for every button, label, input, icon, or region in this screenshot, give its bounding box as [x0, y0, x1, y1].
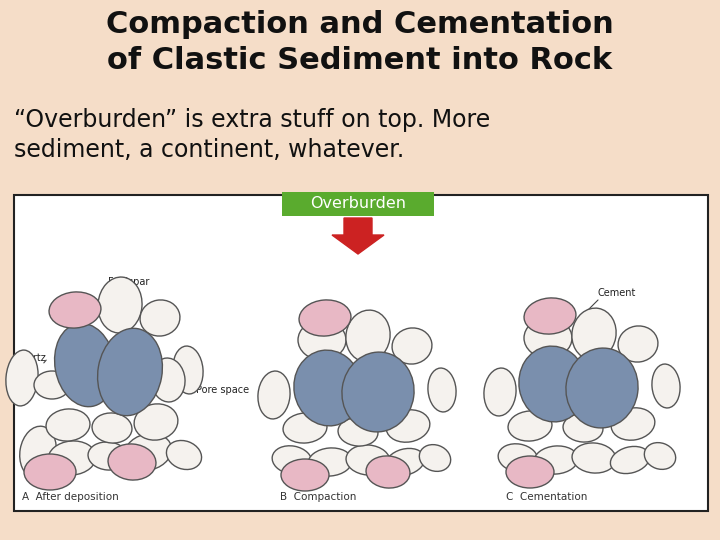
- Ellipse shape: [392, 328, 432, 364]
- Ellipse shape: [566, 348, 638, 428]
- Ellipse shape: [294, 350, 362, 426]
- Ellipse shape: [508, 411, 552, 441]
- Ellipse shape: [498, 444, 538, 472]
- Text: Quartz: Quartz: [14, 353, 47, 363]
- Ellipse shape: [98, 277, 142, 333]
- Ellipse shape: [19, 426, 56, 478]
- Ellipse shape: [24, 454, 76, 490]
- Ellipse shape: [108, 444, 156, 480]
- Ellipse shape: [125, 434, 171, 470]
- Text: Cement: Cement: [598, 288, 636, 298]
- Ellipse shape: [134, 404, 178, 440]
- Ellipse shape: [46, 409, 90, 441]
- Ellipse shape: [298, 320, 346, 360]
- Ellipse shape: [611, 408, 655, 440]
- Ellipse shape: [299, 300, 351, 336]
- Ellipse shape: [644, 443, 675, 469]
- Ellipse shape: [519, 346, 587, 422]
- Ellipse shape: [572, 308, 616, 360]
- Text: “Overburden” is extra stuff on top. More
sediment, a continent, whatever.: “Overburden” is extra stuff on top. More…: [14, 108, 490, 161]
- Ellipse shape: [572, 443, 616, 473]
- Ellipse shape: [6, 350, 38, 406]
- Text: Overburden: Overburden: [310, 197, 406, 212]
- Ellipse shape: [49, 292, 101, 328]
- Bar: [14, 195, 708, 511]
- Ellipse shape: [342, 352, 414, 432]
- Ellipse shape: [563, 414, 603, 442]
- Ellipse shape: [272, 446, 312, 474]
- Text: A  After deposition: A After deposition: [22, 492, 119, 502]
- Text: Feldspar: Feldspar: [108, 277, 149, 287]
- Ellipse shape: [386, 410, 430, 442]
- Ellipse shape: [385, 448, 425, 476]
- Ellipse shape: [611, 447, 649, 474]
- Ellipse shape: [419, 444, 451, 471]
- Ellipse shape: [346, 310, 390, 362]
- Text: C  Cementation: C Cementation: [506, 492, 588, 502]
- Text: Pore space: Pore space: [196, 385, 249, 395]
- Text: Compaction and Cementation
of Clastic Sediment into Rock: Compaction and Cementation of Clastic Se…: [106, 10, 614, 75]
- Ellipse shape: [140, 300, 180, 336]
- Ellipse shape: [524, 318, 572, 358]
- Ellipse shape: [484, 368, 516, 416]
- Ellipse shape: [308, 448, 352, 476]
- Polygon shape: [332, 218, 384, 254]
- Ellipse shape: [92, 413, 132, 443]
- Ellipse shape: [98, 328, 163, 416]
- Ellipse shape: [346, 445, 390, 475]
- Text: B  Compaction: B Compaction: [280, 492, 356, 502]
- Ellipse shape: [428, 368, 456, 412]
- Ellipse shape: [55, 323, 115, 407]
- Ellipse shape: [618, 326, 658, 362]
- Ellipse shape: [258, 371, 290, 419]
- Ellipse shape: [48, 441, 96, 475]
- Ellipse shape: [281, 459, 329, 491]
- Ellipse shape: [151, 358, 185, 402]
- Ellipse shape: [366, 456, 410, 488]
- Ellipse shape: [338, 418, 378, 446]
- FancyBboxPatch shape: [282, 192, 434, 216]
- Ellipse shape: [506, 456, 554, 488]
- Ellipse shape: [283, 413, 327, 443]
- Ellipse shape: [166, 441, 202, 469]
- Ellipse shape: [534, 446, 578, 474]
- Ellipse shape: [652, 364, 680, 408]
- Ellipse shape: [88, 442, 128, 470]
- Ellipse shape: [173, 346, 203, 394]
- Ellipse shape: [34, 371, 70, 399]
- Ellipse shape: [524, 298, 576, 334]
